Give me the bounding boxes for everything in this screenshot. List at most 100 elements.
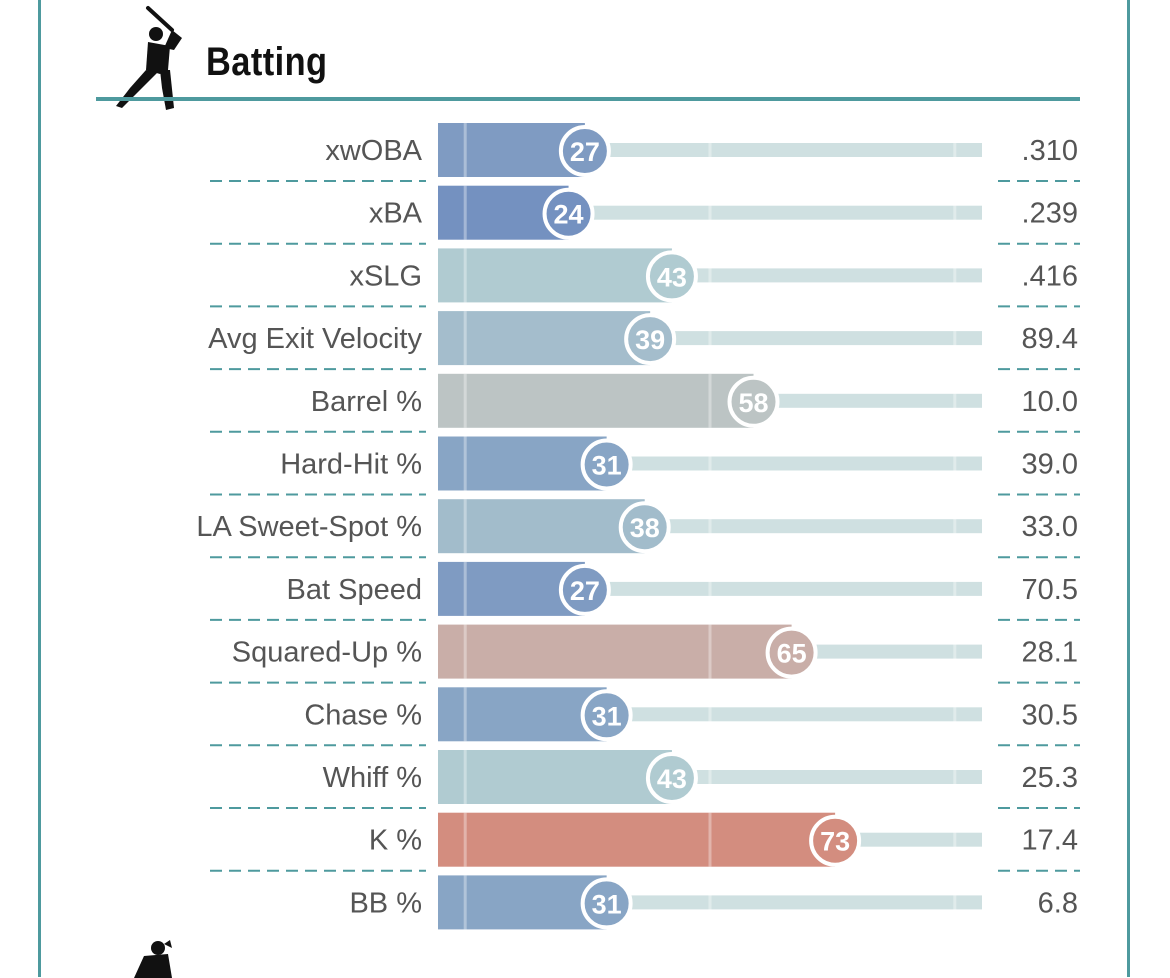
tick-95-xslg (953, 248, 957, 303)
tick-5-squared-up (463, 624, 467, 679)
frame-right-border (1127, 0, 1130, 977)
tick-95-xba (953, 185, 957, 240)
tick-5-whiff (463, 750, 467, 804)
tick-50-k (708, 812, 712, 867)
bar-barrel (438, 373, 754, 428)
tick-50-avg-exit-velocity (708, 311, 712, 366)
metric-label-k: K % (369, 825, 422, 857)
percentile-badge-bat-speed (558, 563, 611, 616)
tick-95-chase (953, 687, 957, 742)
tick-5-xba (463, 185, 467, 240)
tick-50-chase (708, 687, 712, 742)
stat-value-k: 17.4 (1022, 825, 1078, 857)
tick-50-bb (708, 875, 712, 930)
metric-label-chase: Chase % (304, 699, 422, 731)
tick-50-xslg (708, 248, 712, 303)
percentile-value-xwoba: 27 (570, 137, 600, 167)
frame-left-border (38, 0, 41, 977)
tick-95-hard-hit (953, 436, 957, 491)
stat-value-avg-exit-velocity: 89.4 (1022, 323, 1078, 355)
percentile-value-xba: 24 (554, 200, 584, 230)
tick-50-xba (708, 185, 712, 240)
percentile-value-chase: 31 (592, 701, 622, 731)
tick-5-barrel (463, 373, 467, 428)
percentile-value-barrel: 58 (738, 388, 768, 418)
metric-label-hard-hit: Hard-Hit % (280, 449, 422, 481)
tick-5-la-sweet-spot (463, 499, 467, 554)
stat-value-barrel: 10.0 (1022, 386, 1078, 418)
title-rule (96, 97, 1080, 101)
percentile-badge-squared-up (765, 626, 818, 679)
tick-95-whiff (953, 750, 957, 804)
tick-95-bat-speed (953, 561, 957, 616)
stat-value-squared-up: 28.1 (1022, 637, 1078, 669)
tick-5-xwoba (463, 123, 467, 177)
percentile-value-bb: 31 (592, 889, 622, 919)
tick-50-bat-speed (708, 561, 712, 616)
tick-95-barrel (953, 373, 957, 428)
tick-5-chase (463, 687, 467, 742)
bar-chase (438, 687, 607, 742)
tick-95-k (953, 812, 957, 867)
tick-95-squared-up (953, 624, 957, 679)
stat-value-bat-speed: 70.5 (1022, 574, 1078, 606)
percentile-badge-k (809, 814, 862, 867)
tick-50-hard-hit (708, 436, 712, 491)
percentile-badge-bb (580, 877, 633, 930)
tick-5-hard-hit (463, 436, 467, 491)
stat-value-la-sweet-spot: 33.0 (1022, 511, 1078, 543)
section-title: Batting (206, 40, 328, 84)
percentile-badge-barrel (727, 375, 780, 428)
percentile-value-bat-speed: 27 (570, 576, 600, 606)
tick-50-xwoba (708, 123, 712, 177)
tick-50-squared-up (708, 624, 712, 679)
percentile-badge-xwoba (558, 125, 611, 177)
bar-avg-exit-velocity (438, 311, 651, 366)
percentile-value-hard-hit: 31 (592, 451, 622, 481)
tick-50-la-sweet-spot (708, 499, 712, 554)
metric-label-xba: xBA (369, 198, 423, 230)
percentile-badge-chase (580, 689, 633, 742)
bar-bb (438, 875, 607, 930)
pitcher-icon (134, 940, 172, 978)
percentile-badge-avg-exit-velocity (624, 313, 677, 366)
percentile-value-xslg: 43 (657, 262, 687, 292)
tick-5-k (463, 812, 467, 867)
metric-label-whiff: Whiff % (323, 762, 422, 794)
metric-label-squared-up: Squared-Up % (232, 637, 422, 669)
metric-label-barrel: Barrel % (311, 386, 422, 418)
tick-95-la-sweet-spot (953, 499, 957, 554)
percentile-badge-whiff (645, 752, 698, 804)
stat-value-hard-hit: 39.0 (1022, 449, 1078, 481)
tick-5-xslg (463, 248, 467, 303)
metric-label-avg-exit-velocity: Avg Exit Velocity (208, 323, 422, 355)
metric-label-xslg: xSLG (349, 260, 422, 292)
bar-la-sweet-spot (438, 499, 645, 554)
tick-95-bb (953, 875, 957, 930)
percentile-badge-la-sweet-spot (618, 501, 671, 554)
stat-value-xba: .239 (1022, 198, 1078, 230)
bar-squared-up (438, 624, 792, 679)
metric-label-bat-speed: Bat Speed (287, 574, 422, 606)
stat-value-xslg: .416 (1022, 260, 1078, 292)
tick-50-whiff (708, 750, 712, 804)
percentile-badge-xba (542, 187, 595, 240)
tick-5-avg-exit-velocity (463, 311, 467, 366)
metric-label-xwoba: xwOBA (325, 135, 422, 167)
percentile-value-squared-up: 65 (777, 639, 807, 669)
bar-hard-hit (438, 436, 607, 491)
metric-label-bb: BB % (349, 887, 422, 919)
tick-95-xwoba (953, 123, 957, 177)
tick-50-barrel (708, 373, 712, 428)
tick-95-avg-exit-velocity (953, 311, 957, 366)
percentile-value-la-sweet-spot: 38 (630, 513, 660, 543)
bar-k (438, 812, 836, 867)
tick-5-bat-speed (463, 561, 467, 616)
bar-xslg (438, 248, 672, 303)
percentile-value-whiff: 43 (657, 764, 687, 794)
stat-value-chase: 30.5 (1022, 699, 1078, 731)
metric-label-la-sweet-spot: LA Sweet-Spot % (196, 511, 422, 543)
bar-whiff (438, 750, 672, 804)
tick-5-bb (463, 875, 467, 930)
